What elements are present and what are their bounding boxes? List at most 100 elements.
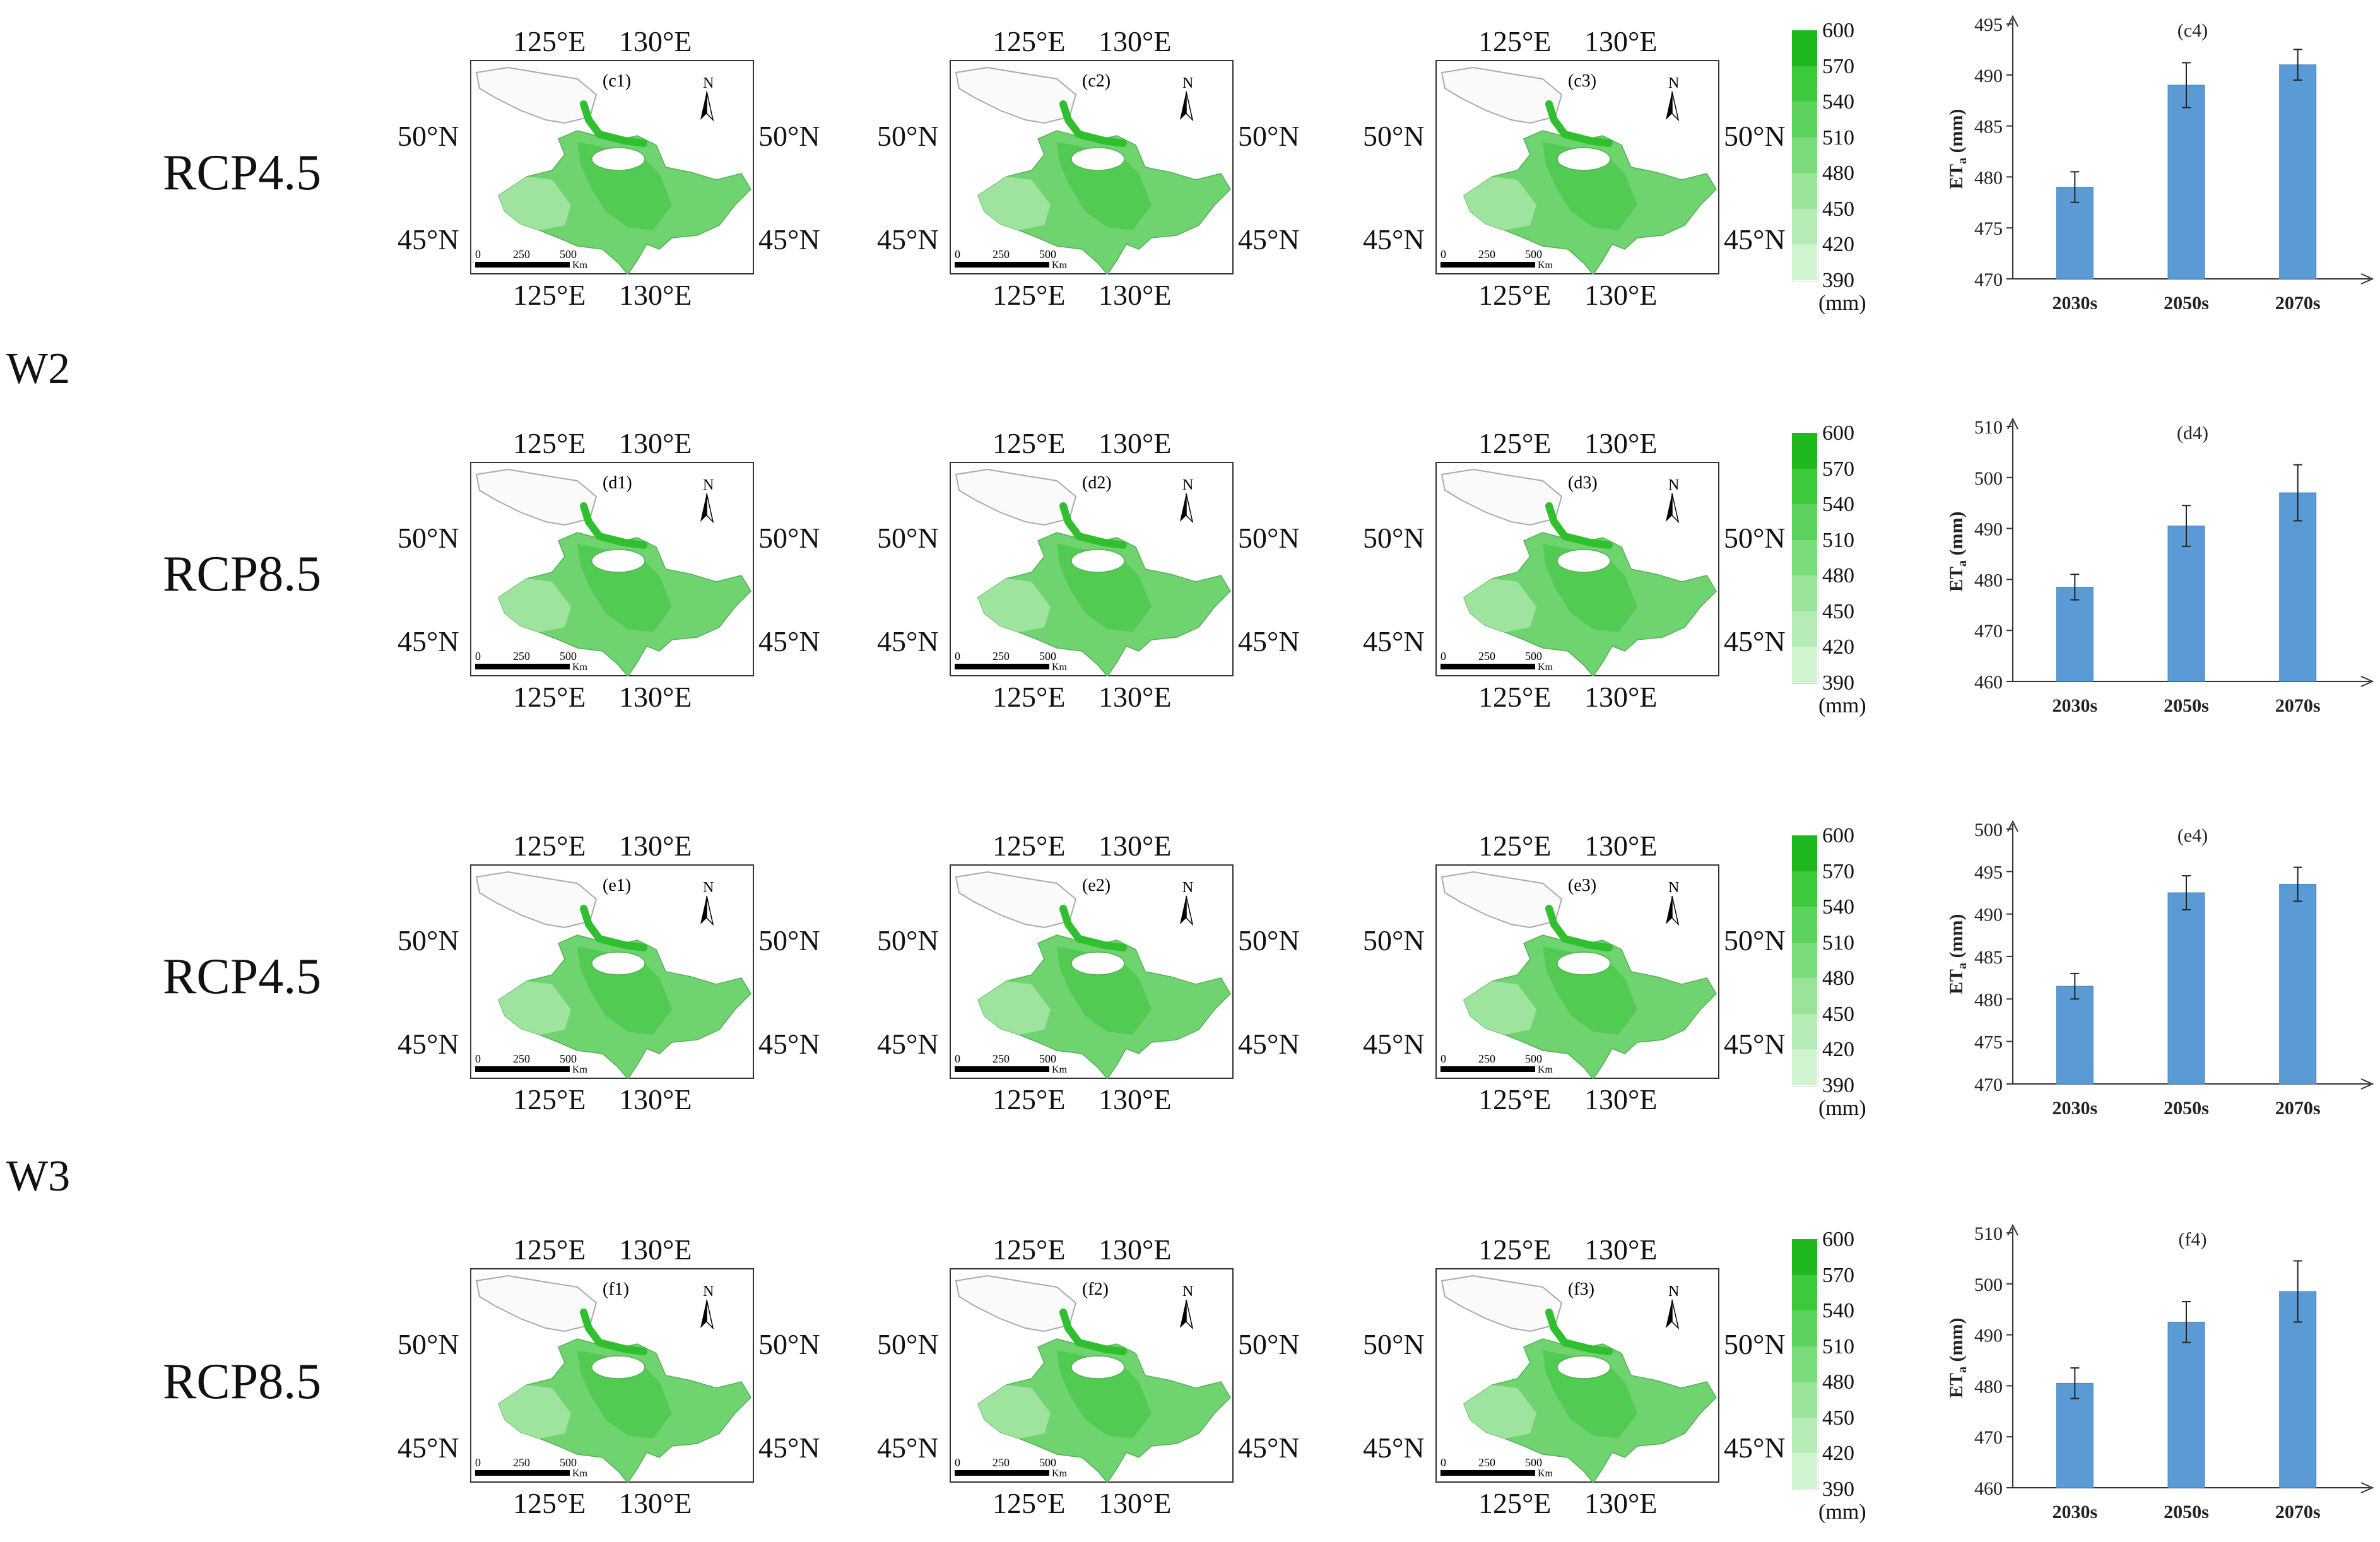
y-axis-label: ETa (mm) [1946, 512, 1969, 592]
lon-label: 130°E [1584, 1233, 1658, 1266]
y-axis-label: ETa (mm) [1946, 914, 1969, 995]
error-bar [2182, 505, 2191, 547]
legend-tick-label: 510 [1822, 528, 1854, 552]
legend-swatch [1792, 137, 1817, 174]
svg-text:500: 500 [560, 650, 577, 662]
lon-label: 130°E [1584, 279, 1658, 311]
svg-text:Km: Km [1052, 260, 1068, 271]
legend-swatch [1792, 647, 1817, 683]
svg-text:Km: Km [1052, 1064, 1068, 1075]
bar [2279, 1291, 2317, 1488]
svg-text:500: 500 [1039, 1456, 1056, 1469]
bar-chart-plot: 470 475 480 485 490 495 ETa (mm) (c4) 2030s 2050s… [1946, 15, 2374, 314]
svg-text:500: 500 [560, 248, 577, 261]
svg-text:N: N [703, 477, 714, 493]
map-panel-label: (f2) [1082, 1280, 1109, 1299]
map-panel-label: (f1) [603, 1280, 629, 1299]
legend-tick-label: 450 [1822, 599, 1854, 623]
lat-label: 50°N [758, 120, 820, 152]
svg-text:0: 0 [1440, 1052, 1446, 1065]
north-arrow-icon: N [1666, 880, 1679, 926]
lat-label: 45°N [398, 1432, 459, 1464]
y-tick-label: 480 [1974, 167, 2003, 188]
legend-swatch [1792, 504, 1817, 540]
svg-text:N: N [1182, 1283, 1193, 1300]
svg-text:N: N [1668, 1283, 1679, 1300]
scenario-label: RCP4.5 [163, 949, 322, 1004]
lat-label: 45°N [398, 1028, 459, 1060]
lon-label: 125°E [1478, 279, 1552, 311]
north-arrow-icon: N [700, 880, 714, 926]
scenario-label: RCP8.5 [163, 546, 322, 602]
lon-label: 125°E [513, 427, 586, 459]
legend-tick-label: 390 [1822, 1478, 1854, 1501]
svg-text:Km: Km [1538, 1468, 1553, 1479]
lon-label: 125°E [513, 25, 586, 57]
bar [2056, 587, 2094, 682]
y-tick-label: 485 [1974, 117, 2003, 138]
legend-unit-label: (mm) [1818, 694, 1866, 717]
y-tick-label: 490 [1974, 1326, 2003, 1346]
bar [2279, 884, 2317, 1085]
lat-label: 45°N [1238, 1432, 1300, 1464]
map-panel-label: (e2) [1082, 876, 1110, 895]
lon-label: 130°E [619, 830, 692, 862]
svg-text:250: 250 [1478, 248, 1495, 261]
error-bar [2293, 464, 2302, 522]
map-panel: N 0 250 500 Km (f1) [470, 1268, 754, 1483]
lat-label: 50°N [877, 120, 939, 152]
legend-tick-label: 420 [1822, 233, 1854, 257]
bar [2167, 892, 2205, 1085]
error-bar [2293, 1260, 2302, 1323]
svg-text:500: 500 [560, 1456, 577, 1469]
lat-label: 45°N [877, 223, 939, 256]
legend-tick-label: 450 [1822, 1406, 1854, 1430]
y-tick-label: 475 [1974, 1032, 2003, 1053]
north-arrow-icon: N [700, 477, 714, 524]
x-axis-arrow [2360, 273, 2374, 285]
lon-label: 130°E [1584, 681, 1658, 713]
lon-label: 130°E [619, 1233, 692, 1266]
y-tick-label: 490 [1974, 905, 2003, 926]
lat-label: 50°N [1238, 924, 1300, 956]
lat-label: 50°N [758, 924, 820, 956]
y-axis-arrow [2007, 417, 2018, 430]
svg-text:N: N [1668, 477, 1679, 493]
legend-tick-label: 390 [1822, 671, 1854, 695]
svg-text:250: 250 [1478, 1052, 1495, 1065]
y-tick-label: 495 [1974, 15, 2003, 35]
y-tick-label: 510 [1974, 417, 2003, 438]
error-bar [2182, 875, 2191, 910]
svg-text:N: N [1182, 477, 1193, 493]
lon-label: 125°E [1478, 681, 1552, 713]
lat-label: 50°N [877, 924, 939, 956]
svg-text:250: 250 [1478, 650, 1495, 662]
map-panel-label: (d1) [603, 473, 632, 493]
svg-text:0: 0 [475, 248, 481, 261]
y-tick-label: 490 [1974, 66, 2003, 86]
lat-label: 45°N [1238, 1028, 1300, 1060]
lon-label: 125°E [993, 1487, 1066, 1519]
svg-text:500: 500 [560, 1052, 577, 1065]
lat-label: 45°N [1363, 223, 1425, 256]
legend-tick-label: 600 [1822, 421, 1854, 445]
legend-tick-label: 480 [1822, 967, 1854, 991]
legend-swatch [1792, 1013, 1817, 1050]
svg-text:500: 500 [1525, 650, 1542, 662]
legend-tick-label: 450 [1822, 1002, 1854, 1026]
svg-text:250: 250 [993, 248, 1010, 261]
svg-text:N: N [1668, 75, 1679, 91]
error-bar [2182, 1301, 2191, 1343]
legend-swatch [1792, 835, 1817, 871]
legend-tick-label: 540 [1822, 895, 1854, 919]
map-panel-label: (c3) [1568, 71, 1596, 91]
y-tick-label: 470 [1974, 1074, 2003, 1095]
legend-tick-label: 510 [1822, 1334, 1854, 1358]
